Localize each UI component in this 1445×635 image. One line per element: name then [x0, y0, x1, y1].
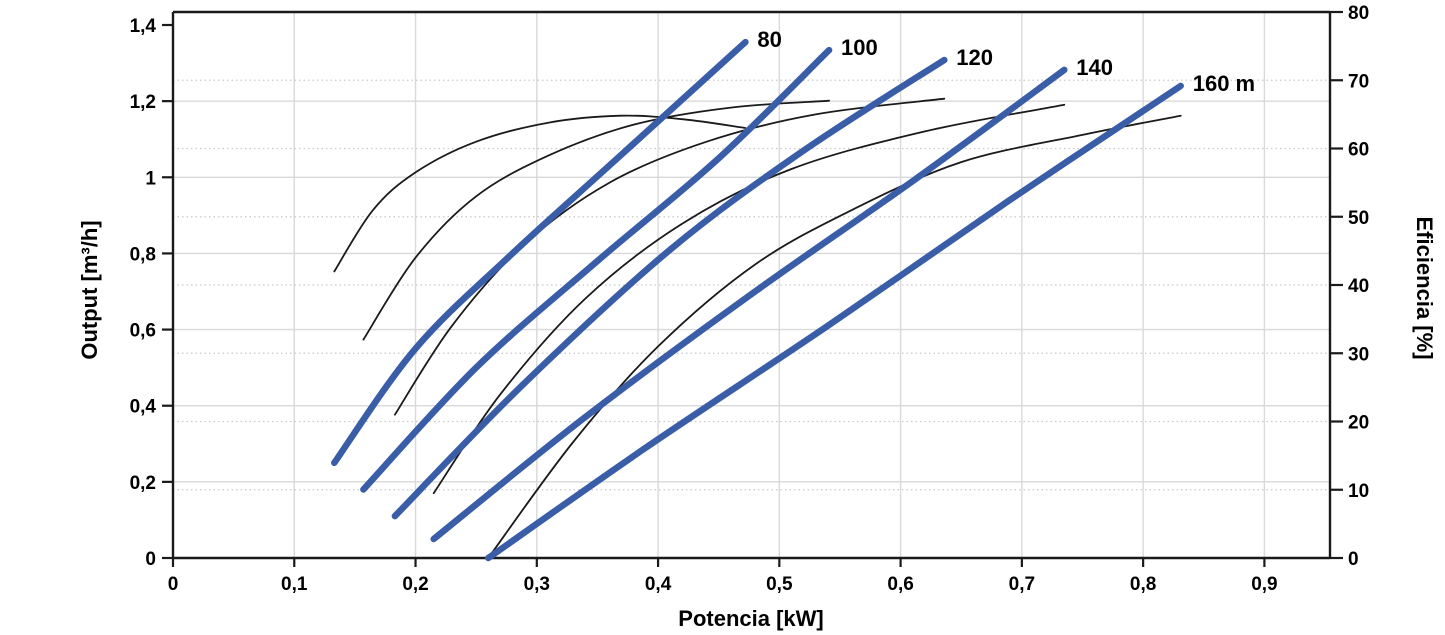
efficiency-curve-100 — [362, 99, 830, 341]
efficiency-curve-140 — [432, 103, 1066, 495]
x-tick-label: 0,8 — [1130, 574, 1156, 595]
head-curve-label-80: 80 — [757, 27, 781, 52]
left-y-tick-label: 0 — [145, 549, 156, 570]
left-y-tick-label: 1 — [145, 168, 156, 189]
efficiency-curve-160 — [487, 114, 1182, 559]
head-curve-120 — [391, 56, 948, 520]
x-tick-label: 0,1 — [281, 574, 308, 595]
head-curve-160 — [485, 82, 1184, 562]
right-y-tick-label: 80 — [1348, 3, 1369, 24]
head-curve-100 — [360, 46, 833, 493]
x-tick-label: 0,4 — [645, 574, 672, 595]
right-y-tick-label: 60 — [1348, 140, 1369, 161]
right-y-axis-title: Eficiencia [%] — [1412, 216, 1437, 360]
x-tick-label: 0 — [168, 574, 179, 595]
head-curve-label-100: 100 — [841, 35, 878, 60]
right-y-tick-label: 40 — [1348, 276, 1369, 297]
head-curve-80 — [331, 38, 749, 467]
right-y-tick-label: 10 — [1348, 481, 1369, 502]
left-y-tick-label: 0,6 — [130, 321, 156, 342]
left-y-axis-title: Output [m³/h] — [77, 220, 102, 360]
left-y-tick-label: 0,2 — [130, 473, 156, 494]
x-tick-label: 0,6 — [887, 574, 913, 595]
right-y-tick-label: 20 — [1348, 413, 1369, 434]
head-curve-140 — [430, 66, 1068, 543]
efficiency-curve-80 — [333, 114, 747, 273]
right-y-tick-label: 30 — [1348, 344, 1369, 365]
head-curve-label-140: 140 — [1076, 55, 1113, 80]
x-tick-label: 0,7 — [1009, 574, 1035, 595]
left-y-tick-label: 0,8 — [130, 244, 156, 265]
head-curve-label-160: 160 m — [1193, 71, 1255, 96]
x-tick-label: 0,5 — [766, 574, 793, 595]
left-y-tick-label: 0,4 — [130, 397, 157, 418]
left-y-tick-label: 1,4 — [130, 16, 157, 37]
x-tick-label: 0,9 — [1251, 574, 1277, 595]
left-y-tick-label: 1,2 — [130, 92, 156, 113]
x-axis-title: Potencia [kW] — [678, 606, 824, 631]
x-tick-label: 0,3 — [524, 574, 550, 595]
head-curve-label-120: 120 — [956, 45, 993, 70]
right-y-tick-label: 0 — [1348, 549, 1359, 570]
right-y-tick-label: 50 — [1348, 208, 1369, 229]
right-y-tick-label: 70 — [1348, 71, 1369, 92]
efficiency-curve-120 — [394, 97, 946, 416]
x-tick-label: 0,2 — [402, 574, 428, 595]
